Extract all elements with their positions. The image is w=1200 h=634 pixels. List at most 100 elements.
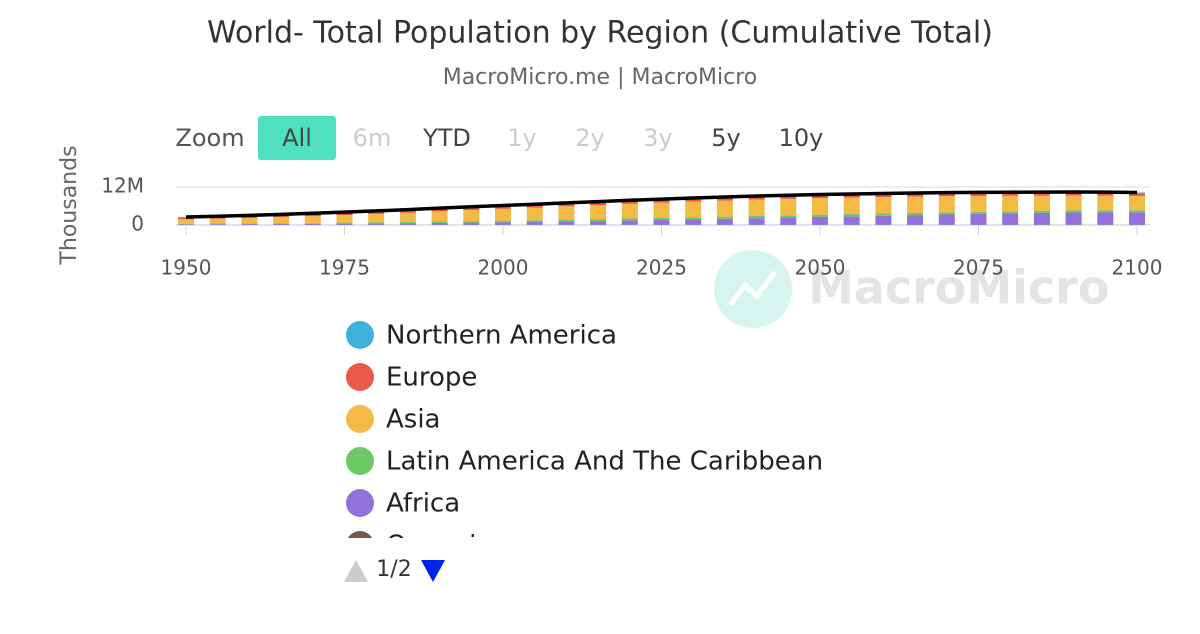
bar-segment [780,215,796,217]
bar-segment [305,216,321,223]
bar-segment [241,223,257,224]
legend-marker [346,405,374,433]
bar-segment [939,212,955,214]
bar-segment [463,210,479,221]
bar-segment [1129,210,1145,212]
chart-subtitle: MacroMicro.me | MacroMicro [443,65,758,90]
bar-segment [432,223,448,225]
bar-segment [495,221,511,223]
y-axis-label: Thousands [57,145,82,265]
bar-segment [907,197,923,213]
bar-segment [1066,212,1082,224]
bar-segment [241,218,257,223]
bar-segment [400,223,416,225]
legend-next[interactable] [421,560,445,582]
bar-segment [1034,213,1050,225]
bar-segment [210,219,226,224]
x-tick-label: 1975 [319,256,370,280]
bar-segment [812,215,828,217]
bar-segment [400,222,416,223]
legend-label[interactable]: Asia [386,405,441,435]
bar-segment [1097,210,1113,212]
x-tick-label: 2025 [636,256,687,280]
bar-segment [844,198,860,215]
bar-segment [590,205,606,219]
bar-segment [622,218,638,220]
bar-segment [622,204,638,219]
bar-segment [527,222,543,225]
zoom-button[interactable]: 5y [711,124,740,152]
legend-marker [346,447,374,475]
zoom-button: 3y [643,124,672,152]
bar-segment [305,223,321,224]
zoom-button[interactable]: YTD [422,124,471,152]
bar-segment [780,218,796,225]
bar-segment [717,219,733,225]
bar-segment [622,221,638,225]
bar-segment [685,202,701,218]
bar-segment [939,196,955,212]
bar-segment [875,197,891,213]
bar-segment [432,221,448,222]
bar-segment [1066,195,1082,210]
x-tick-label: 1950 [161,256,212,280]
bar-segment [844,216,860,224]
legend-label[interactable]: Europe [386,363,477,393]
bar-segment [1002,196,1018,212]
bar-segment [368,222,384,223]
legend-prev[interactable] [344,560,368,582]
bar-segment [590,219,606,221]
legend-page: 1/2 [376,557,411,582]
bar-segment [495,209,511,221]
bar-segment [717,217,733,219]
bar-segment [463,223,479,225]
bar-segment [210,224,226,225]
bar-segment [400,213,416,222]
bar-segment [844,214,860,216]
bar-segment [780,199,796,215]
bar-segment [558,222,574,225]
bar-segment [685,217,701,219]
bar-segment [432,211,448,221]
bar-segment [717,201,733,217]
legend-marker [346,489,374,517]
bar-segment [1002,213,1018,224]
watermark: MacroMicro [714,250,1109,328]
bar-segment [971,214,987,225]
zoom-button[interactable]: 10y [779,124,824,152]
legend-label[interactable]: Oceania [386,531,492,561]
bar-segment [590,221,606,225]
bar-segment [685,219,701,224]
bar-segment [971,212,987,214]
x-tick-label: 2075 [953,256,1004,280]
legend-marker [346,321,374,349]
bar-segment [749,200,765,216]
legend-label[interactable]: Africa [386,489,460,519]
x-tick-label: 2100 [1112,256,1163,280]
legend-label[interactable]: Latin America And The Caribbean [386,447,823,477]
legend-marker [346,531,374,559]
x-tick-label: 2000 [478,256,529,280]
bar-segment [305,224,321,225]
bar-segment [337,215,353,223]
bar-segment [875,216,891,225]
bar-segment [654,203,670,218]
x-tick-label: 2050 [795,256,846,280]
legend: Northern America Europe Asia Latin America … [346,321,823,561]
bar-segment [654,220,670,225]
bar-segment [495,222,511,225]
bar-segment [1129,194,1145,196]
bar-segment [463,221,479,223]
bar-segment [527,208,543,221]
bar-segment [971,196,987,212]
bar-segment [1034,211,1050,213]
zoom-button: 2y [575,124,604,152]
bar-segment [1129,212,1145,224]
zoom-button[interactable]: All [282,124,312,152]
legend-marker [346,363,374,391]
bar-segment [368,214,384,222]
legend-label[interactable]: Northern America [386,321,617,351]
bar-segment [178,224,194,225]
bar-segment [875,213,891,215]
